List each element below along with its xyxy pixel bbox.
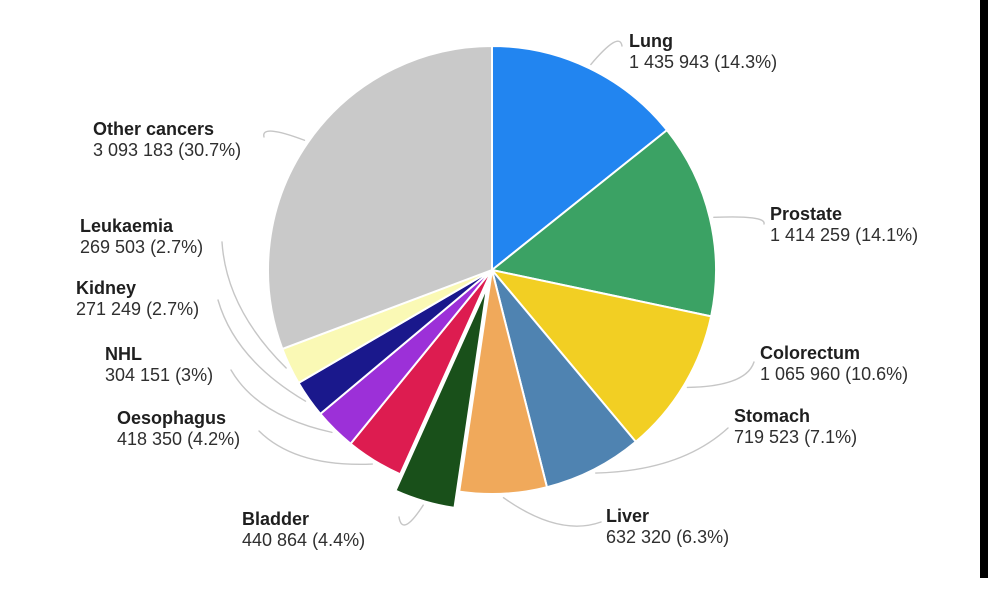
slice-label-kidney: Kidney 271 249 (2.7%) <box>76 278 199 320</box>
slice-name: Leukaemia <box>80 216 174 236</box>
slice-name: NHL <box>105 344 142 364</box>
slice-label-stomach: Stomach 719 523 (7.1%) <box>734 406 857 448</box>
slice-value: 632 320 (6.3%) <box>606 527 730 547</box>
leader-line-bladder <box>398 504 424 526</box>
slice-name: Lung <box>629 31 673 51</box>
leader-line-other-cancers <box>263 130 306 141</box>
slice-value: 271 249 (2.7%) <box>76 299 200 319</box>
leader-line-liver <box>502 497 602 527</box>
leader-line-leukaemia <box>221 241 287 369</box>
pie-slice-prostate[interactable] <box>491 129 717 318</box>
slice-value: 1 065 960 (10.6%) <box>760 364 909 384</box>
leader-line-lung <box>590 40 623 66</box>
pie-slice-colorectum[interactable] <box>491 269 713 443</box>
slice-value: 1 435 943 (14.3%) <box>629 52 778 72</box>
slice-name: Bladder <box>242 509 310 529</box>
slice-label-lung: Lung 1 435 943 (14.3%) <box>629 31 777 73</box>
slice-label-bladder: Bladder 440 864 (4.4%) <box>242 509 365 551</box>
slice-value: 269 503 (2.7%) <box>80 237 204 257</box>
leader-line-oesophagus <box>258 430 374 466</box>
slice-value: 3 093 183 (30.7%) <box>93 140 242 160</box>
leader-line-colorectum <box>686 361 755 389</box>
slice-label-liver: Liver 632 320 (6.3%) <box>606 506 729 548</box>
slice-name: Oesophagus <box>117 408 227 428</box>
pie-slice-other-cancers[interactable] <box>267 45 493 350</box>
pie-slice-stomach[interactable] <box>491 269 637 489</box>
slice-label-colorectum: Colorectum 1 065 960 (10.6%) <box>760 343 908 385</box>
slice-name: Prostate <box>770 204 843 224</box>
slice-label-other-cancers: Other cancers 3 093 183 (30.7%) <box>93 119 241 161</box>
slice-label-oesophagus: Oesophagus 418 350 (4.2%) <box>117 408 240 450</box>
slice-value: 440 864 (4.4%) <box>242 530 366 550</box>
slice-value: 719 523 (7.1%) <box>734 427 858 447</box>
leader-line-prostate <box>713 216 765 225</box>
leader-line-nhl <box>230 369 333 434</box>
slice-value: 418 350 (4.2%) <box>117 429 241 449</box>
slice-label-leukaemia: Leukaemia 269 503 (2.7%) <box>80 216 203 258</box>
pie-slice-bladder[interactable] <box>394 285 489 509</box>
slice-name: Other cancers <box>93 119 215 139</box>
leader-line-kidney <box>217 299 307 402</box>
slice-label-prostate: Prostate 1 414 259 (14.1%) <box>770 204 918 246</box>
slice-value: 304 151 (3%) <box>105 365 214 385</box>
leader-line-stomach <box>595 427 729 474</box>
pie-slice-lung[interactable] <box>491 45 668 271</box>
slice-name: Liver <box>606 506 650 526</box>
slice-value: 1 414 259 (14.1%) <box>770 225 919 245</box>
slice-name: Kidney <box>76 278 137 298</box>
pie-slice-liver[interactable] <box>458 269 548 495</box>
window-edge-strip <box>980 0 988 578</box>
slice-label-nhl: NHL 304 151 (3%) <box>105 344 213 386</box>
slice-name: Stomach <box>734 406 811 426</box>
slice-name: Colorectum <box>760 343 861 363</box>
